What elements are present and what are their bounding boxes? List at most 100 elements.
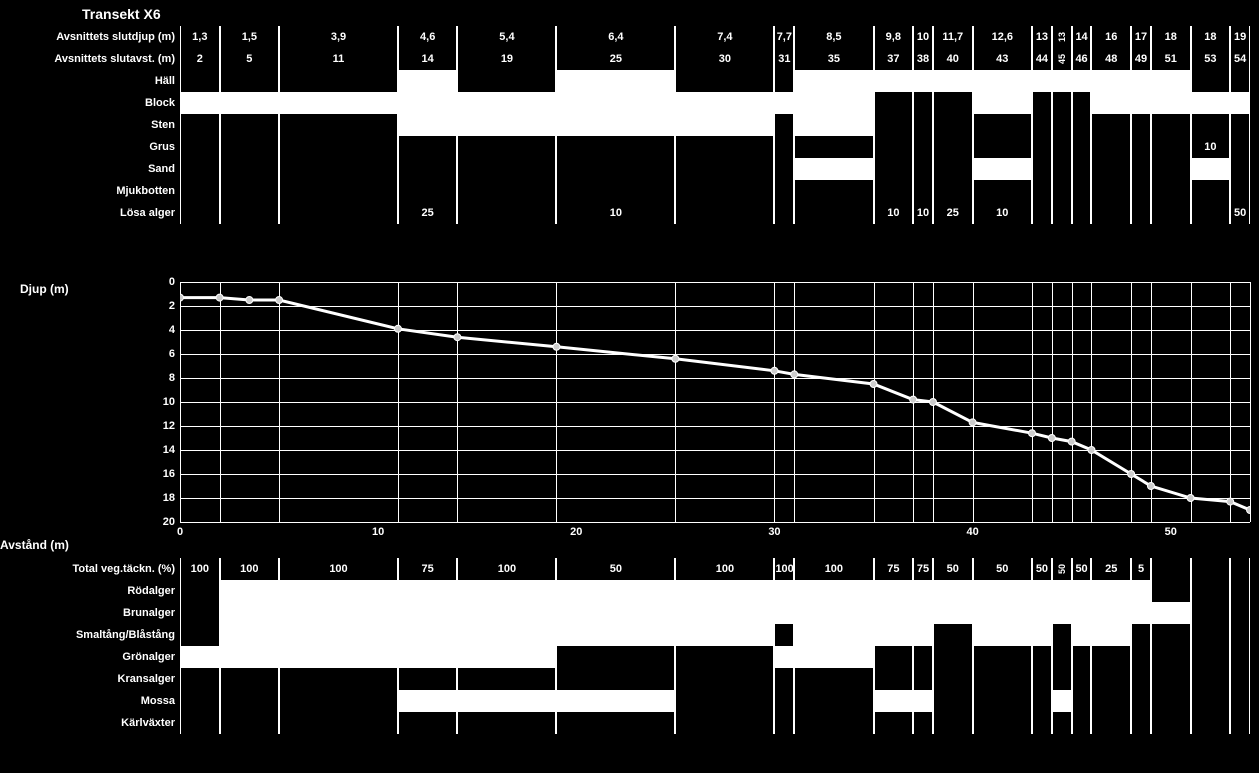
cell-totalveg-20 (1230, 558, 1250, 580)
cell-block-12 (973, 92, 1032, 114)
cell-mossa-14 (1052, 690, 1072, 712)
row-data-slutavst: 2511141925303135373840434445464849515354 (180, 48, 1250, 70)
cell-smaltang-20 (1230, 624, 1250, 646)
cell-kransalger-2 (279, 668, 398, 690)
cell-gronalger-13 (1032, 646, 1052, 668)
cell-gronalger-14 (1052, 646, 1072, 668)
cell-gronalger-4 (457, 646, 556, 668)
cell-smaltang-6 (675, 624, 774, 646)
cell-block-8 (794, 92, 873, 114)
row-data-smaltang (180, 624, 1250, 646)
cell-grus-20 (1230, 136, 1250, 158)
cell-sten-11 (933, 114, 973, 136)
cell-sand-4 (457, 158, 556, 180)
cell-brunalger-16 (1091, 602, 1131, 624)
cell-slutdjup-13: 13 (1032, 26, 1052, 48)
cell-brunalger-14 (1052, 602, 1072, 624)
cell-kransalger-0 (180, 668, 220, 690)
cell-hall-14 (1052, 70, 1072, 92)
cell-mossa-16 (1091, 690, 1131, 712)
cell-slutavst-6: 30 (675, 48, 774, 70)
cell-mossa-18 (1151, 690, 1191, 712)
cell-mossa-1 (220, 690, 279, 712)
cell-mjukbotten-19 (1191, 180, 1231, 202)
cell-sand-20 (1230, 158, 1250, 180)
cell-mjukbotten-0 (180, 180, 220, 202)
ytick-18: 18 (150, 492, 175, 504)
cell-gronalger-0 (180, 646, 220, 668)
cell-losalger-13 (1032, 202, 1052, 224)
cell-slutavst-7: 31 (774, 48, 794, 70)
cell-grus-17 (1131, 136, 1151, 158)
cell-grus-1 (220, 136, 279, 158)
row-data-kransalger (180, 668, 1250, 690)
cell-gronalger-7 (774, 646, 794, 668)
cell-brunalger-20 (1230, 602, 1250, 624)
cell-brunalger-8 (794, 602, 873, 624)
row-label-losalger: Lösa alger (0, 202, 175, 224)
cell-block-16 (1091, 92, 1131, 114)
cell-hall-10 (913, 70, 933, 92)
cell-karlvaxter-0 (180, 712, 220, 734)
cell-karlvaxter-4 (457, 712, 556, 734)
cell-gronalger-5 (556, 646, 675, 668)
cell-kransalger-6 (675, 668, 774, 690)
cell-mossa-10 (913, 690, 933, 712)
cell-mjukbotten-8 (794, 180, 873, 202)
cell-gronalger-9 (874, 646, 914, 668)
cell-rodalger-20 (1230, 580, 1250, 602)
cell-karlvaxter-15 (1072, 712, 1092, 734)
cell-grus-12 (973, 136, 1032, 158)
cell-kransalger-17 (1131, 668, 1151, 690)
cell-smaltang-5 (556, 624, 675, 646)
cell-brunalger-2 (279, 602, 398, 624)
cell-totalveg-13: 50 (1032, 558, 1052, 580)
cell-brunalger-12 (973, 602, 1032, 624)
cell-mossa-8 (794, 690, 873, 712)
cell-smaltang-4 (457, 624, 556, 646)
cell-totalveg-5: 50 (556, 558, 675, 580)
row-data-mjukbotten (180, 180, 1250, 202)
cell-slutdjup-5: 6,4 (556, 26, 675, 48)
cell-sten-14 (1052, 114, 1072, 136)
cell-karlvaxter-10 (913, 712, 933, 734)
cell-block-15 (1072, 92, 1092, 114)
cell-smaltang-2 (279, 624, 398, 646)
row-label-smaltang: Smaltång/Blåstång (0, 624, 175, 646)
cell-slutavst-18: 51 (1151, 48, 1191, 70)
cell-gronalger-1 (220, 646, 279, 668)
cell-slutdjup-19: 18 (1191, 26, 1231, 48)
cell-sand-9 (874, 158, 914, 180)
cell-karlvaxter-9 (874, 712, 914, 734)
cell-sten-17 (1131, 114, 1151, 136)
cell-mjukbotten-9 (874, 180, 914, 202)
cell-sand-18 (1151, 158, 1191, 180)
cell-gronalger-6 (675, 646, 774, 668)
cell-sand-1 (220, 158, 279, 180)
row-label-kransalger: Kransalger (0, 668, 175, 690)
cell-slutdjup-6: 7,4 (675, 26, 774, 48)
cell-block-20 (1230, 92, 1250, 114)
cell-slutdjup-11: 11,7 (933, 26, 973, 48)
y-axis-label: Djup (m) (20, 282, 69, 296)
cell-brunalger-15 (1072, 602, 1092, 624)
cell-sten-19 (1191, 114, 1231, 136)
cell-mossa-9 (874, 690, 914, 712)
cell-grus-4 (457, 136, 556, 158)
cell-rodalger-13 (1032, 580, 1052, 602)
cell-gronalger-16 (1091, 646, 1131, 668)
cell-grus-5 (556, 136, 675, 158)
cell-slutdjup-4: 5,4 (457, 26, 556, 48)
cell-slutavst-16: 48 (1091, 48, 1131, 70)
cell-losalger-12: 10 (973, 202, 1032, 224)
xtick-0: 0 (165, 526, 195, 538)
cell-sand-11 (933, 158, 973, 180)
row-data-losalger: 25101010251050 (180, 202, 1250, 224)
cell-hall-16 (1091, 70, 1131, 92)
row-label-totalveg: Total veg.täckn. (%) (0, 558, 175, 580)
cell-hall-9 (874, 70, 914, 92)
cell-karlvaxter-8 (794, 712, 873, 734)
cell-grus-3 (398, 136, 457, 158)
cell-grus-10 (913, 136, 933, 158)
cell-sten-0 (180, 114, 220, 136)
